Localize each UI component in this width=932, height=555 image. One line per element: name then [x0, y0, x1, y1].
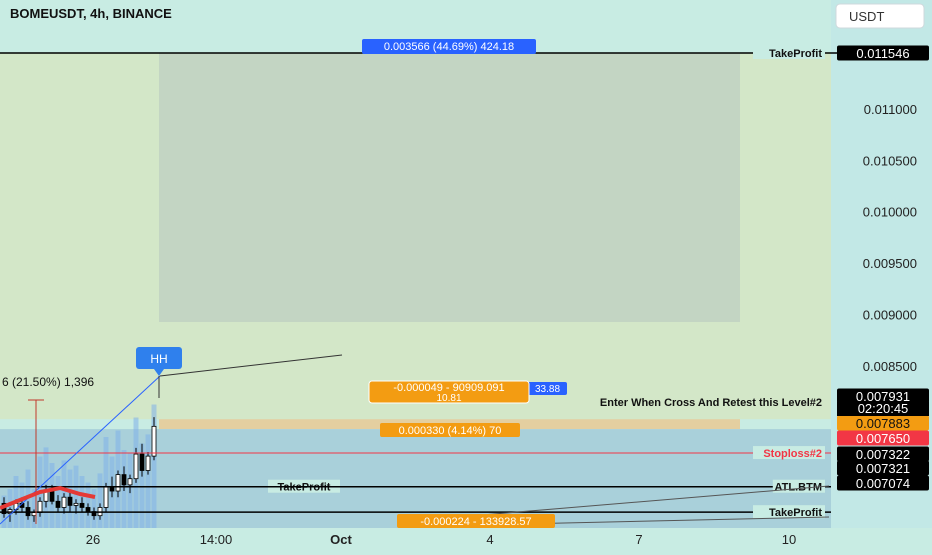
volume-bar: [97, 473, 103, 528]
line-label: TakeProfit: [769, 48, 822, 60]
entry-measure-badge[interactable]: 33.88 -0.000049 - 90909.091 10.81: [368, 380, 567, 404]
volume-bar: [31, 489, 37, 528]
time-tick-label: 14:00: [200, 532, 233, 547]
take-profit-zone-highlight: [159, 53, 740, 322]
price-label-badge: [837, 475, 929, 491]
currency-selector[interactable]: USDT: [835, 3, 925, 29]
candle-body: [139, 453, 145, 471]
candle-body: [121, 474, 127, 486]
price-label-text: 0.007650: [856, 431, 910, 446]
time-tick-label: 4: [486, 532, 493, 547]
bottom-measure-text: -0.000224 - 133928.57: [420, 516, 531, 528]
price-label-badge: [837, 45, 929, 61]
candle-body: [151, 425, 157, 457]
volume-bar: [139, 443, 145, 528]
entry-measure-line2: 10.81: [436, 393, 461, 404]
price-tick-label: 0.011000: [864, 102, 917, 117]
candle-body: [127, 478, 133, 486]
countdown-text: 02:20:45: [858, 401, 909, 416]
stop-measure-text: 0.000330 (4.14%) 70: [399, 425, 502, 437]
price-label-text: 0.007322: [856, 447, 910, 462]
symbol-header[interactable]: BOMEUSDT, 4h, BINANCE: [10, 6, 172, 21]
line-label: ATL.BTM: [775, 482, 822, 494]
trend-line-bottom-2[interactable]: [519, 516, 830, 525]
candle-body: [55, 500, 61, 508]
candle-body: [61, 496, 67, 508]
line-label: TakeProfit: [278, 482, 331, 494]
time-tick-label: Oct: [330, 532, 352, 547]
hh-marker[interactable]: HH: [136, 347, 182, 376]
line-label-background: [753, 446, 825, 460]
price-label-text: 0.007321: [856, 461, 910, 476]
line-label-background: [753, 505, 825, 519]
bottom-measure-badge[interactable]: -0.000224 - 133928.57: [397, 514, 555, 528]
time-tick-label: 26: [86, 532, 100, 547]
time-axis-panel[interactable]: [0, 528, 932, 550]
candle-body: [133, 453, 139, 480]
candle-body: [31, 512, 37, 517]
price-tick-label: 0.010500: [863, 153, 917, 168]
time-tick-label: 10: [782, 532, 796, 547]
price-label-text: 0.007074: [856, 476, 910, 491]
volume-bar: [151, 404, 157, 528]
candle-body: [109, 486, 115, 492]
time-axis-ticks: 26 14:00 Oct 4 7 10: [86, 532, 796, 547]
price-label-badge: [837, 460, 929, 476]
measure-top-badge[interactable]: 0.003566 (44.69%) 424.18: [362, 39, 536, 54]
trend-line-upper[interactable]: [159, 354, 343, 377]
line-label: Stoploss#2: [763, 448, 822, 460]
price-tick-label: 0.009500: [863, 256, 917, 271]
price-tick-label: 0.010000: [863, 205, 917, 220]
enter-note-label: Enter When Cross And Retest this Level#2: [600, 397, 822, 409]
time-tick-label: 7: [635, 532, 642, 547]
stop-measure-badge[interactable]: 0.000330 (4.14%) 70: [380, 423, 520, 437]
candle-body: [115, 474, 121, 492]
price-label-badge: [837, 446, 929, 462]
candle-body: [73, 502, 79, 506]
candle-body: [103, 486, 109, 508]
price-tick-label: 0.008500: [863, 359, 917, 374]
entry-measure-tail: 33.88: [535, 384, 560, 395]
candle-body: [67, 496, 73, 506]
hh-label: HH: [150, 352, 167, 366]
measure-top-text: 0.003566 (44.69%) 424.18: [384, 41, 514, 53]
price-label-badge: [837, 388, 929, 404]
price-label-text: 0.007931: [856, 389, 910, 404]
currency-selector-value: USDT: [849, 9, 884, 24]
horizontal-lines: TakeProfit Stoploss#2 TakeProfit ATL.BTM Tak…: [0, 46, 831, 519]
moving-average-line: [0, 485, 96, 510]
price-label-text: 0.007883: [856, 416, 910, 431]
price-tick-label: 0.009000: [863, 307, 917, 322]
line-label: TakeProfit: [769, 507, 822, 519]
volume-bar: [103, 437, 109, 528]
countdown-badge: [837, 402, 929, 416]
price-axis-labels: 0.011546 0.007931 0.0078830.0076500.007322…: [831, 45, 929, 491]
volume-bar: [145, 434, 151, 528]
price-label-badge: [837, 415, 929, 431]
candle-body: [37, 500, 43, 513]
price-label-text: 0.011546: [856, 46, 909, 61]
candle-body: [145, 455, 151, 471]
candle-body: [79, 502, 85, 508]
volume-bar: [73, 465, 79, 528]
candle-body: [85, 507, 91, 512]
price-label-badge: [837, 430, 929, 446]
entry-measure-line1: -0.000049 - 90909.091: [393, 382, 504, 394]
measure-left-label: 6 (21.50%) 1,396: [2, 375, 94, 389]
line-label-background: [753, 46, 825, 59]
